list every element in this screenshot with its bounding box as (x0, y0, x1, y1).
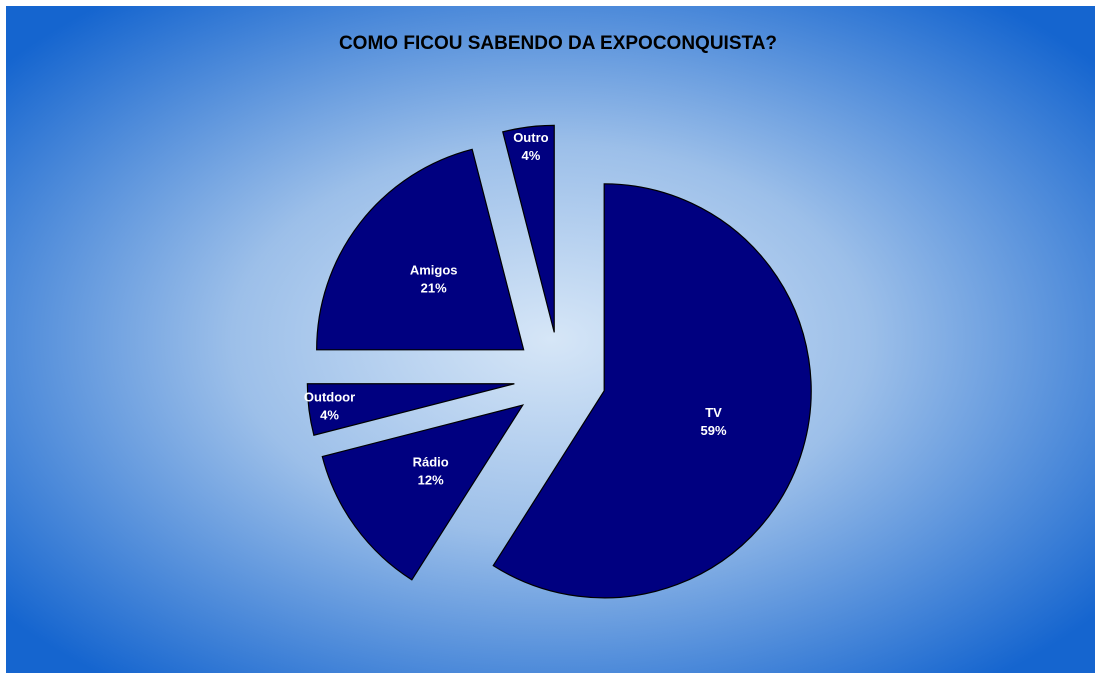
pie-slice (316, 148, 525, 351)
pie-slice (306, 383, 515, 436)
slice-label: Amigos (410, 262, 458, 277)
pie-slice (492, 183, 812, 599)
chart-title: COMO FICOU SABENDO DA EXPOCONQUISTA? (339, 33, 777, 54)
slice-value-label: 4% (521, 148, 540, 163)
slice-label: Outdoor (304, 390, 355, 405)
slice-label: TV (705, 405, 722, 420)
slice-label: Outro (513, 130, 548, 145)
slice-value-label: 59% (700, 423, 726, 438)
slice-label: Rádio (413, 454, 449, 469)
slice-value-label: 4% (320, 408, 339, 423)
pie-slice (502, 124, 555, 333)
slice-value-label: 12% (418, 472, 444, 487)
pie-slice (321, 404, 525, 581)
slice-value-label: 21% (421, 280, 447, 295)
